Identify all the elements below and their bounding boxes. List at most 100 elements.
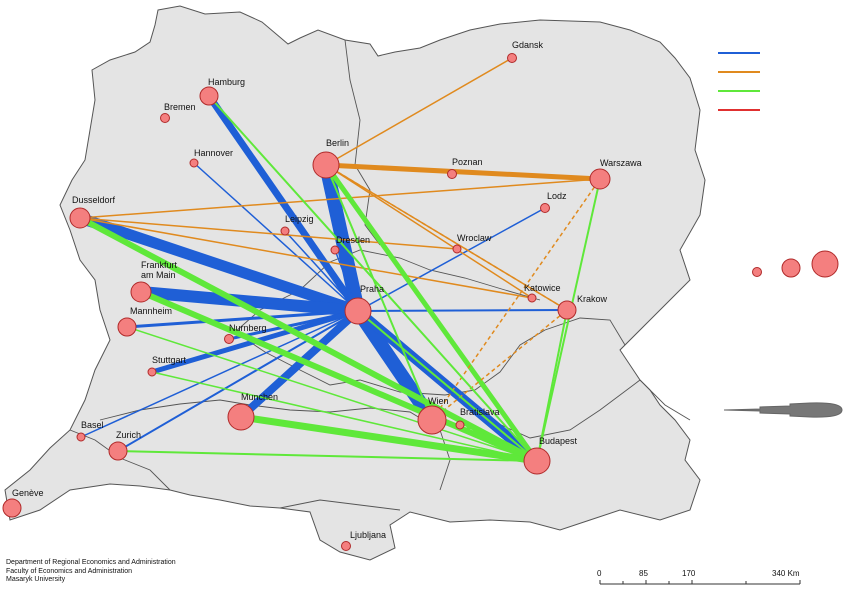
link-frankfurt-budapest (139, 289, 539, 464)
city-label-krakow: Krakow (577, 294, 608, 304)
city-marker-poznan (447, 169, 457, 179)
city-label-munchen: Munchen (241, 392, 278, 402)
scale-tick-85: 85 (639, 569, 648, 578)
link-mannheim-budapest (126, 326, 538, 462)
scale-tick-170: 170 (682, 569, 696, 578)
size-legend-large (811, 250, 839, 278)
link-praha-zurich (117, 310, 359, 452)
city-label-ljubljana: Ljubljana (350, 530, 386, 540)
city-marker-lodz (540, 203, 550, 213)
city-marker-gdansk (507, 53, 517, 63)
credit-line-1: Department of Regional Economics and Adm… (6, 559, 176, 566)
credit-line-2: Faculty of Economics and Administration (6, 567, 133, 575)
link-berlin-katowice (325, 164, 533, 299)
credit-line-3: Masaryk University (6, 576, 66, 583)
link-praha-leipzig (284, 230, 359, 312)
city-label-nurnberg: Nurnberg (229, 323, 267, 333)
city-label-budapest: Budapest (539, 436, 578, 446)
link-praha-dusseldorf (78, 212, 360, 317)
city-marker-berlin (312, 151, 340, 179)
link-praha-munchen (238, 308, 361, 420)
city-marker-budapest (523, 447, 551, 475)
city-label-geneve: Genève (12, 488, 44, 498)
cities-layer: Gdansk Hamburg Bremen Hannover Berlin Poznan W… (2, 40, 642, 551)
city-label-praha: Praha (360, 284, 384, 294)
city-marker-hamburg (199, 86, 219, 106)
link-munchen-budapest (240, 413, 538, 465)
link-praha-frankfurt (140, 286, 359, 317)
link-wien-krakow (431, 309, 568, 421)
link-dusseldorf-wroclaw (79, 217, 458, 250)
city-marker-praha (344, 297, 372, 325)
credits: Department of Regional Economics and Adm… (6, 559, 176, 585)
legend (718, 52, 760, 111)
city-marker-bremen (160, 113, 170, 123)
link-praha-basel (80, 310, 359, 438)
link-warszawa-budapest (536, 178, 601, 462)
link-praha-mannheim (126, 309, 359, 329)
link-berlin-gdansk (325, 57, 513, 166)
link-dusseldorf-budapest (78, 215, 539, 464)
city-label-bratislava: Bratislava (460, 407, 500, 417)
city-marker-ljubljana (341, 541, 351, 551)
link-krakow-budapest (536, 309, 568, 462)
city-label-berlin: Berlin (326, 138, 349, 148)
link-zurich-budapest (117, 450, 538, 462)
city-marker-bratislava (455, 420, 465, 430)
city-label-poznan: Poznan (452, 157, 483, 167)
city-marker-krakow (557, 300, 577, 320)
city-label-dusseldorf: Dusseldorf (72, 195, 116, 205)
link-bratislava-budapest (458, 422, 539, 464)
city-label-hannover: Hannover (194, 148, 233, 158)
city-label-wien: Wien (428, 396, 449, 406)
link-praha-hannover (193, 162, 359, 312)
city-label-mannheim: Mannheim (130, 306, 172, 316)
link-berlin-budapest (323, 163, 540, 463)
link-praha-lodz (357, 207, 546, 312)
city-label-gdansk: Gdansk (512, 40, 544, 50)
link-praha-krakow (357, 309, 568, 312)
link-stuttgart-budapest (151, 371, 538, 462)
city-marker-basel (76, 432, 86, 442)
city-marker-frankfurt (130, 281, 152, 303)
city-marker-wroclaw (452, 244, 462, 254)
city-marker-katowice (527, 293, 537, 303)
scale-bar: 0 85 170 340 Km (597, 569, 801, 585)
city-marker-munchen (227, 403, 255, 431)
size-legend-small (752, 267, 762, 277)
city-label-basel: Basel (81, 420, 104, 430)
link-praha-berlin (319, 163, 365, 313)
link-praha-hamburg (206, 94, 361, 313)
city-marker-wien (417, 405, 447, 435)
size-legend-medium (781, 258, 801, 278)
city-marker-hannover (189, 158, 199, 168)
city-label-hamburg: Hamburg (208, 77, 245, 87)
city-label-frankfurt: Frankfurt am Main (141, 260, 178, 280)
links-layer (78, 57, 601, 465)
width-legend-shape (723, 402, 843, 418)
city-marker-warszawa (589, 168, 611, 190)
width-legend (723, 402, 843, 418)
city-label-bremen: Bremen (164, 102, 196, 112)
city-label-leipzig: Leipzig (285, 214, 314, 224)
city-marker-dresden (330, 245, 340, 255)
city-marker-mannheim (117, 317, 137, 337)
city-marker-geneve (2, 498, 22, 518)
city-label-katowice: Katowice (524, 283, 561, 293)
city-label-lodz: Lodz (547, 191, 567, 201)
city-label-dresden: Dresden (336, 235, 370, 245)
city-label-warszawa: Warszawa (600, 158, 642, 168)
city-label-zurich: Zurich (116, 430, 141, 440)
link-dusseldorf-katowice (79, 217, 533, 299)
link-berlin-krakow (325, 164, 568, 311)
city-marker-leipzig (280, 226, 290, 236)
scale-tick-0: 0 (597, 569, 602, 578)
link-berlin-wien (325, 164, 433, 421)
city-label-wroclaw: Wroclaw (457, 233, 492, 243)
city-marker-stuttgart (147, 367, 157, 377)
size-legend (752, 250, 839, 278)
link-praha-budapest (357, 310, 538, 462)
city-marker-dusseldorf (69, 207, 91, 229)
scale-tick-340: 340 Km (772, 569, 800, 578)
link-berlin-warszawa (325, 162, 601, 182)
